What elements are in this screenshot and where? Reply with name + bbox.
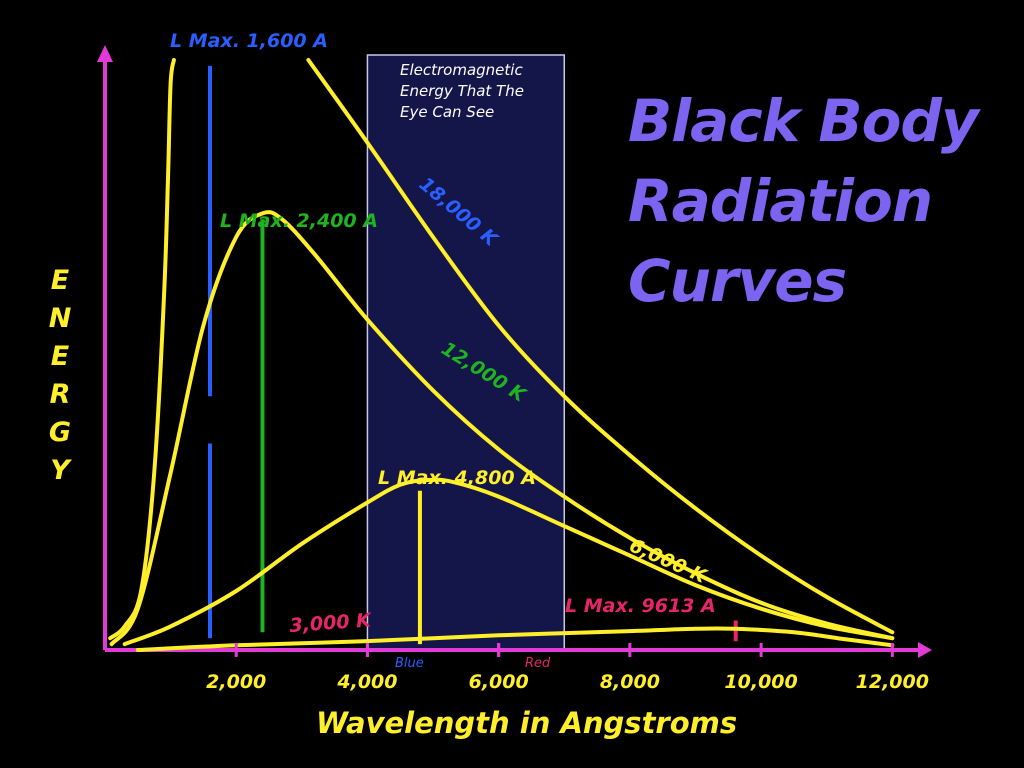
x-axis-label: Wavelength in Angstroms [316, 706, 738, 740]
curve-5 [135, 626, 895, 652]
x-tick-label-2: 4,000 [336, 671, 397, 693]
red-label: Red [525, 656, 551, 671]
x-tick-label-5: 10,000 [724, 671, 797, 693]
blue-label: Blue [395, 656, 424, 671]
y-axis-label-letter-3: E [50, 341, 70, 372]
curve-4 [122, 477, 895, 647]
x-tick-label-3: 6,000 [469, 671, 529, 693]
y-axis-arrow [97, 45, 113, 62]
y-axis-label-letter-1: E [50, 265, 70, 296]
chart-title-line-2: Radiation [628, 167, 933, 235]
y-axis-label-letter-2: N [48, 303, 72, 334]
x-tick-label-4: 8,000 [600, 671, 660, 693]
visible-band-label: Electromagnetic Energy That The Eye Can … [400, 60, 560, 123]
chart-title-line-1: Black Body [628, 87, 979, 155]
visible-band-label-line-1: Electromagnetic [400, 61, 523, 79]
lmax-label-3: L Max. 4,800 A [378, 467, 536, 489]
y-axis-label-letter-6: Y [50, 455, 70, 486]
y-axis-label-letter-4: R [49, 379, 71, 410]
y-axis-label-letter-5: G [48, 417, 72, 448]
lmax-label-1: L Max. 1,600 A [170, 30, 328, 52]
visible-band-label-line-3: Eye Can See [400, 103, 495, 121]
curve-2 [108, 58, 176, 641]
visible-band [366, 54, 566, 651]
chart-title-line-3: Curves [628, 247, 847, 315]
lmax-label-4: L Max. 9613 A [565, 595, 716, 617]
x-axis-arrow [918, 642, 932, 658]
x-tick-label-6: 12,000 [856, 671, 929, 693]
x-tick-label-1: 2,000 [206, 671, 266, 693]
visible-band-label-line-2: Energy That The [400, 82, 524, 100]
curve-1 [306, 58, 895, 635]
curve-3 [109, 210, 895, 647]
lmax-label-2: L Max. 2,400 A [220, 210, 378, 232]
